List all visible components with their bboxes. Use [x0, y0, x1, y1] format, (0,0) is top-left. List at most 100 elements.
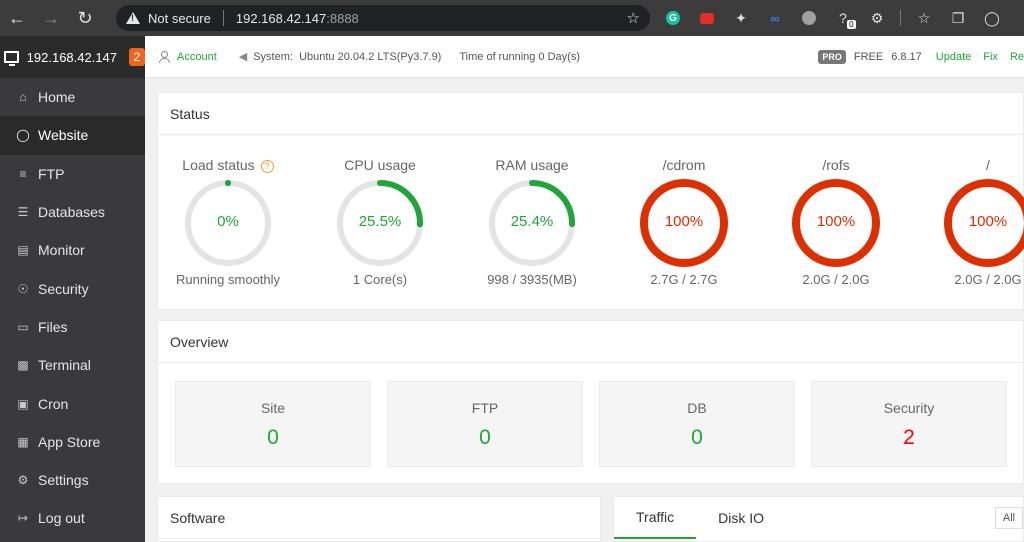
system-info: ◀ System: Ubuntu 20.04.2 LTS(Py3.7.9): [239, 50, 442, 64]
forward-arrow-icon[interactable]: →: [42, 7, 60, 28]
grammarly-icon: G: [666, 11, 680, 25]
card-value[interactable]: 2: [903, 426, 915, 449]
m-icon: ∞: [770, 10, 780, 26]
sidebar-item-app-store[interactable]: ▦ App Store: [0, 423, 145, 461]
gauge-fill: [944, 179, 1024, 267]
puzzle-icon: ⚙: [870, 9, 884, 26]
gauge-detail: 998 / 3935(MB): [487, 272, 577, 287]
sidebar-item-security[interactable]: ☉ Security: [0, 269, 145, 307]
sidebar-item-label: FTP: [38, 165, 65, 182]
toolbar-divider: [900, 10, 901, 26]
gauge-value: 100%: [968, 213, 1008, 230]
monitor-icon: [4, 51, 19, 66]
warning-icon: [126, 12, 140, 24]
gauge-name: Load status?: [158, 157, 298, 173]
home-icon: ⌂: [19, 90, 27, 105]
collections-button[interactable]: ❐: [941, 0, 975, 36]
sidebar-item-settings[interactable]: ⚙ Settings: [0, 461, 145, 499]
gauge-detail: 2.7G / 2.7G: [650, 272, 718, 287]
sidebar: 192.168.42.147 2 ⌂ Home ◯ Website ≡ FTP ☰ Datab…: [0, 36, 145, 542]
gauge-ring: [185, 180, 271, 266]
address-bar[interactable]: Not secure 192.168.42.147:8888 ☆: [116, 5, 650, 31]
range-select[interactable]: All: [995, 507, 1023, 529]
sidebar-item-log-out[interactable]: ↦ Log out: [0, 499, 145, 537]
system-label: System:: [253, 50, 293, 63]
overview-card-ftp[interactable]: FTP 0: [387, 381, 583, 467]
sidebar-item-monitor[interactable]: ▤ Monitor: [0, 231, 145, 269]
account-label[interactable]: Account: [177, 50, 217, 63]
gauge-fill: [640, 179, 728, 267]
sidebar-item-cron[interactable]: ▣ Cron: [0, 384, 145, 422]
gauge-name-text: /: [986, 157, 990, 173]
update-link[interactable]: Update: [935, 51, 972, 63]
server-address: 192.168.42.147: [26, 49, 118, 65]
version-label: 6.8.17: [891, 51, 922, 63]
sidebar-item-ftp[interactable]: ≡ FTP: [0, 155, 145, 193]
overview-card-security[interactable]: Security 2: [811, 381, 1007, 467]
fix-link[interactable]: Fix: [983, 51, 998, 63]
omnibox-divider: [222, 10, 224, 26]
sidebar-item-website[interactable]: ◯ Website: [0, 116, 145, 155]
url-host: 192.168.42.147: [235, 10, 327, 26]
browser-toolbar: ← → ↻ Not secure 192.168.42.147:8888 ☆ G…: [0, 0, 1024, 36]
sidebar-item-home[interactable]: ⌂ Home: [0, 78, 145, 116]
logout-icon: ↦: [17, 511, 29, 526]
overview-card-db[interactable]: DB 0: [599, 381, 795, 467]
gauge-value: 25.5%: [358, 213, 402, 230]
card-value[interactable]: 0: [479, 426, 491, 449]
tab-disk-io[interactable]: Disk IO: [718, 510, 765, 526]
sidebar-item-label: Files: [38, 318, 68, 335]
profile-button[interactable]: ◯: [975, 0, 1009, 36]
tab-traffic[interactable]: Traffic: [614, 497, 697, 539]
sidebar-item-label: Databases: [38, 204, 105, 221]
grammarly-extension[interactable]: G: [656, 0, 690, 36]
account-link[interactable]: Account: [159, 50, 217, 63]
gauge-dot: [225, 180, 231, 186]
terminal-icon: ▩: [17, 358, 29, 373]
overview-card-site[interactable]: Site 0: [175, 381, 371, 467]
extensions-puzzle-button[interactable]: ⚙: [860, 0, 894, 36]
fish-icon: ✦: [735, 9, 747, 26]
favorites-button[interactable]: ☆: [907, 0, 941, 36]
security-label[interactable]: Not secure: [148, 10, 211, 26]
sidebar-item-label: Home: [38, 89, 76, 106]
gauge-value: 0%: [217, 213, 239, 230]
card-value[interactable]: 0: [691, 426, 703, 449]
extension-4[interactable]: ∞: [758, 0, 792, 36]
shield-icon: ☉: [17, 281, 29, 296]
gauge-name: RAM usage: [462, 157, 602, 173]
gauge-value: 100%: [664, 213, 704, 230]
reload-icon[interactable]: ↻: [77, 7, 93, 28]
gauge-fill: [489, 180, 575, 266]
sidebar-item-label: Log out: [38, 510, 85, 527]
gauge-detail: 1 Core(s): [352, 272, 408, 287]
gauge-name: /: [918, 157, 1024, 173]
gear-icon: ⚙: [17, 473, 29, 488]
sidebar-item-databases[interactable]: ☰ Databases: [0, 193, 145, 231]
traffic-tabs: Traffic Disk IO: [614, 497, 1023, 539]
sidebar-item-terminal[interactable]: ▩ Terminal: [0, 346, 145, 384]
video-icon: [700, 12, 714, 24]
alert-count-badge[interactable]: 2: [129, 48, 145, 66]
traffic-panel: Traffic Disk IO All: [613, 496, 1024, 542]
back-arrow-icon[interactable]: ←: [8, 7, 26, 28]
bookmark-star-icon[interactable]: ☆: [626, 10, 640, 27]
card-value[interactable]: 0: [267, 426, 279, 449]
gauge-ring: [489, 180, 575, 266]
extension-5[interactable]: [792, 0, 826, 36]
gauge-name-text: /cdrom: [662, 157, 706, 173]
sidebar-menu: ⌂ Home ◯ Website ≡ FTP ☰ Databases ▤ Monitor ☉ Secu…: [0, 78, 145, 538]
youtube-extension[interactable]: [690, 0, 724, 36]
extension-3[interactable]: ✦: [724, 0, 758, 36]
top-bar: Account ◀ System: Ubuntu 20.04.2 LTS(Py3…: [145, 36, 1024, 78]
extension-6[interactable]: ? 0: [826, 0, 860, 36]
grid-icon: ▦: [17, 434, 29, 449]
restart-link[interactable]: Re: [1009, 51, 1024, 63]
monitor-icon: ▤: [17, 243, 29, 258]
sidebar-item-files[interactable]: ▭ Files: [0, 308, 145, 346]
help-icon[interactable]: ?: [260, 159, 274, 173]
gauge-name-text: CPU usage: [344, 157, 416, 173]
sidebar-item-label: Terminal: [38, 357, 91, 374]
gauge-name: /cdrom: [614, 157, 754, 173]
pro-badge[interactable]: PRO: [818, 50, 846, 64]
